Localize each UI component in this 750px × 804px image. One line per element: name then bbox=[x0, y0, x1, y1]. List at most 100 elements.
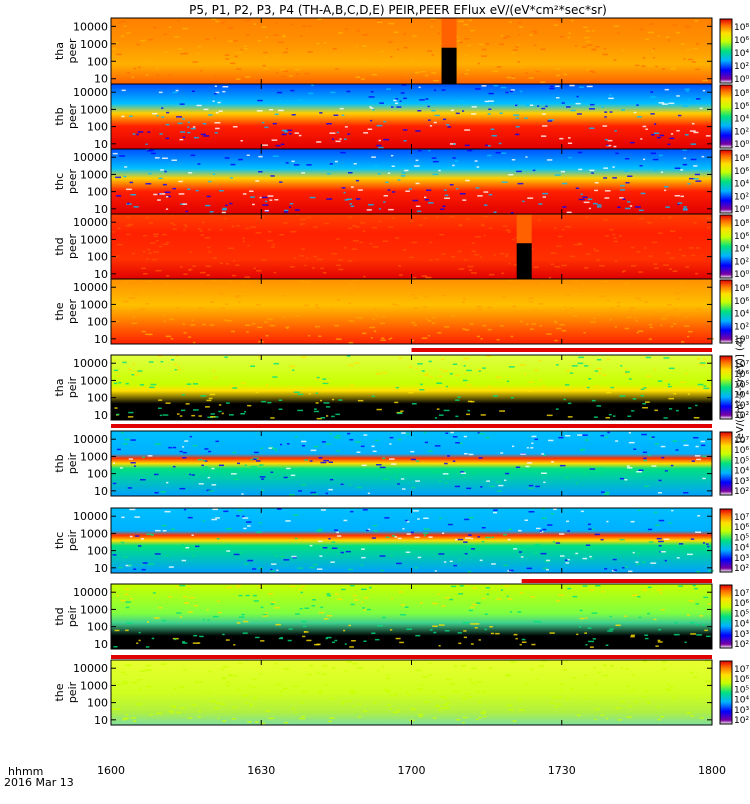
spectrogram-texture bbox=[413, 297, 418, 299]
spectrogram-texture bbox=[355, 316, 362, 319]
spectrogram-texture bbox=[333, 312, 336, 314]
spectrogram-texture bbox=[690, 143, 697, 145]
spectrogram-texture bbox=[515, 133, 520, 136]
spectrogram-texture bbox=[247, 244, 250, 247]
spectrogram-texture bbox=[420, 684, 423, 686]
spectrogram-texture bbox=[555, 364, 559, 366]
spectrogram-texture bbox=[670, 464, 674, 467]
spectrogram-texture bbox=[509, 90, 513, 93]
spectrogram-texture bbox=[516, 170, 522, 173]
spectrogram-texture bbox=[655, 645, 659, 647]
spectrogram-texture bbox=[433, 631, 437, 634]
spectrogram-texture bbox=[613, 25, 620, 27]
spectrogram-texture bbox=[124, 438, 131, 441]
spectrogram-texture bbox=[506, 704, 513, 707]
spectrogram-texture bbox=[182, 642, 188, 644]
spectrogram-texture bbox=[288, 206, 292, 208]
spectrogram-texture bbox=[513, 633, 518, 636]
spectrogram-texture bbox=[674, 195, 681, 197]
spectrogram-texture bbox=[507, 598, 513, 600]
spectrogram-texture bbox=[285, 47, 289, 50]
spectrogram-texture bbox=[444, 167, 451, 169]
spectrogram-texture bbox=[359, 317, 363, 319]
spectrogram-texture bbox=[111, 698, 115, 701]
spectrogram-texture bbox=[166, 196, 169, 198]
y-tick-label: 10 bbox=[94, 562, 108, 575]
spectrogram-texture bbox=[240, 48, 244, 51]
spectrogram-texture bbox=[684, 641, 687, 644]
spectrogram-texture bbox=[515, 466, 521, 468]
spectrogram-texture bbox=[182, 27, 189, 30]
spectrogram-texture bbox=[193, 383, 198, 385]
spectrogram-texture bbox=[264, 209, 269, 212]
spectrogram-texture bbox=[256, 303, 261, 306]
spectrogram-texture bbox=[475, 88, 481, 90]
spectrogram-texture bbox=[431, 72, 437, 74]
spectrogram-texture bbox=[237, 295, 242, 297]
spectrogram-texture bbox=[318, 457, 323, 459]
spectrogram-texture bbox=[465, 179, 470, 182]
spectrogram-texture bbox=[325, 443, 332, 445]
spectrogram-texture bbox=[680, 290, 687, 292]
spectrogram-texture bbox=[222, 207, 227, 210]
spectrogram-texture bbox=[419, 389, 425, 391]
spectrogram-texture bbox=[240, 382, 247, 385]
spectrogram-texture bbox=[446, 477, 450, 479]
spectrogram-texture bbox=[334, 593, 339, 595]
spectrogram-image bbox=[111, 149, 712, 214]
spectrogram-texture bbox=[482, 597, 486, 600]
spectrogram-texture bbox=[504, 472, 510, 475]
y-tick-label: 10000 bbox=[73, 20, 108, 33]
spectrogram-texture bbox=[294, 209, 300, 211]
spectrogram-texture bbox=[370, 91, 374, 93]
spectrogram-texture bbox=[176, 292, 181, 294]
spectrogram-texture bbox=[126, 216, 131, 218]
spectrogram-texture bbox=[643, 459, 648, 462]
spectrogram-texture bbox=[595, 385, 600, 387]
spectrogram-texture bbox=[208, 450, 212, 453]
spectrogram-texture bbox=[315, 307, 320, 309]
spectrogram-texture bbox=[134, 516, 140, 518]
spectrogram-texture bbox=[632, 551, 635, 554]
spectrogram-texture bbox=[657, 35, 660, 37]
spectrogram-texture bbox=[117, 243, 123, 246]
spectrogram-texture bbox=[242, 237, 245, 239]
spectrogram-texture bbox=[647, 221, 651, 224]
spectrogram-texture bbox=[342, 700, 346, 703]
spectrogram-texture bbox=[378, 208, 381, 210]
spectrogram-texture bbox=[703, 385, 707, 387]
spectrogram-texture bbox=[471, 242, 475, 244]
spectrogram-texture bbox=[428, 202, 434, 204]
spectrogram-texture bbox=[619, 189, 626, 191]
spectrogram-texture bbox=[693, 165, 698, 167]
spectrogram-texture bbox=[628, 432, 631, 434]
spectrogram-texture bbox=[638, 616, 642, 619]
spectrogram-texture bbox=[696, 247, 700, 249]
colorbar-tick-label: 10² bbox=[734, 62, 749, 72]
spectrogram-texture bbox=[591, 71, 596, 73]
spectrogram-texture bbox=[630, 520, 635, 523]
y-tick-label: 1000 bbox=[80, 527, 108, 540]
spectrogram-texture bbox=[368, 96, 375, 98]
spectrogram-texture bbox=[193, 634, 198, 637]
spectrogram-texture bbox=[668, 39, 671, 41]
spectrogram-texture bbox=[441, 253, 446, 255]
spectrogram-texture bbox=[576, 95, 579, 98]
spectrogram-texture bbox=[599, 264, 602, 267]
spectrogram-texture bbox=[683, 58, 686, 60]
spectrogram-texture bbox=[218, 464, 225, 467]
spectrogram-texture bbox=[478, 43, 485, 46]
spectrogram-texture bbox=[558, 696, 563, 699]
spectrogram-texture bbox=[682, 209, 688, 211]
spectrogram-texture bbox=[301, 445, 306, 447]
y-tick-label: 10 bbox=[94, 268, 108, 281]
spectrogram-texture bbox=[500, 86, 507, 89]
spectrogram-texture bbox=[541, 282, 546, 285]
spectrogram-texture bbox=[630, 635, 635, 638]
spectrogram-texture bbox=[323, 381, 329, 383]
spectrogram-texture bbox=[411, 286, 417, 288]
spectrogram-texture bbox=[439, 368, 442, 370]
spectrogram-texture bbox=[176, 413, 180, 415]
